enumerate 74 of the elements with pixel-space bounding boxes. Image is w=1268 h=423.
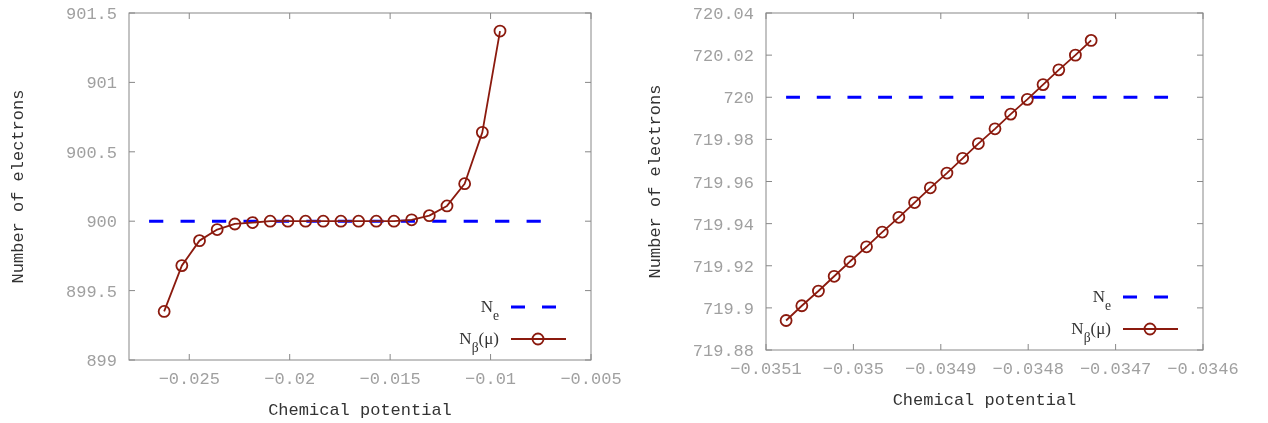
point — [246, 216, 259, 229]
y-tick-label: 719.98 — [692, 131, 754, 151]
y-tick-label: 719.94 — [692, 215, 754, 235]
y-tick-label: 899.5 — [65, 282, 117, 302]
point — [843, 255, 857, 268]
point — [493, 24, 507, 38]
y-tick-label: 719.96 — [692, 173, 754, 193]
point — [316, 214, 330, 228]
y-tick-label: 719.9 — [702, 299, 754, 319]
point — [988, 122, 1002, 136]
point — [263, 214, 277, 228]
x-tick-label: −0.0347 — [1079, 360, 1152, 379]
x-tick-label: −0.015 — [359, 370, 421, 389]
point — [1020, 92, 1034, 106]
point — [908, 196, 921, 209]
point — [193, 234, 206, 248]
y-tick-label: 720.04 — [692, 5, 754, 24]
point — [387, 214, 401, 228]
x-axis-title: Chemical potential — [892, 391, 1077, 410]
point — [369, 214, 383, 228]
point — [422, 209, 436, 223]
y-tick-label: 899 — [86, 352, 117, 371]
point — [827, 269, 841, 283]
y-tick-label: 901 — [86, 74, 117, 94]
point — [779, 314, 793, 327]
x-tick-label: −0.0348 — [992, 360, 1064, 379]
x-axis-title: Chemical potential — [268, 401, 452, 420]
point — [157, 305, 171, 318]
point — [1036, 78, 1050, 92]
x-tick-label: −0.005 — [560, 370, 622, 389]
x-tick-label: −0.025 — [158, 370, 220, 389]
point — [475, 125, 489, 139]
point — [299, 214, 312, 228]
y-tick-label: 900.5 — [65, 143, 117, 163]
point — [1084, 33, 1098, 47]
legend-label: N$_{e}$ — [480, 297, 499, 323]
point — [281, 214, 295, 228]
y-tick-label: 720.02 — [692, 47, 754, 67]
point — [795, 299, 809, 313]
x-tick-label: −0.035 — [822, 360, 885, 379]
y-axis-title: Number of electrons — [646, 84, 665, 279]
point — [1004, 107, 1018, 121]
point — [923, 181, 937, 195]
point — [940, 166, 954, 180]
point — [971, 137, 985, 150]
x-tick-label: −0.02 — [264, 370, 316, 389]
y-axis-title: Number of electrons — [9, 89, 28, 284]
y-tick-label: 719.88 — [692, 342, 754, 361]
x-tick-label: −0.0351 — [730, 360, 802, 379]
y-tick-label: 720 — [723, 89, 754, 109]
legend-label: N$_{β}$(μ) — [1071, 319, 1111, 345]
legend-label: N$_{β}$(μ) — [459, 329, 499, 355]
x-tick-label: −0.0349 — [905, 360, 977, 379]
point — [228, 217, 242, 231]
point — [210, 223, 224, 236]
legend-label: N$_{e}$ — [1092, 287, 1111, 313]
point — [860, 240, 873, 254]
point — [440, 199, 454, 213]
x-tick-label: −0.01 — [465, 370, 517, 389]
point — [334, 214, 348, 228]
point — [875, 225, 889, 239]
point — [352, 214, 365, 228]
point — [892, 210, 906, 224]
x-tick-label: −0.0346 — [1167, 360, 1239, 379]
point — [175, 259, 189, 273]
y-tick-label: 719.92 — [692, 257, 754, 277]
point — [405, 213, 419, 227]
point — [458, 177, 472, 191]
y-tick-label: 901.5 — [65, 5, 117, 24]
point — [1069, 48, 1082, 62]
point — [956, 151, 970, 165]
point — [812, 284, 825, 298]
point — [1052, 63, 1066, 77]
y-tick-label: 900 — [86, 213, 117, 233]
